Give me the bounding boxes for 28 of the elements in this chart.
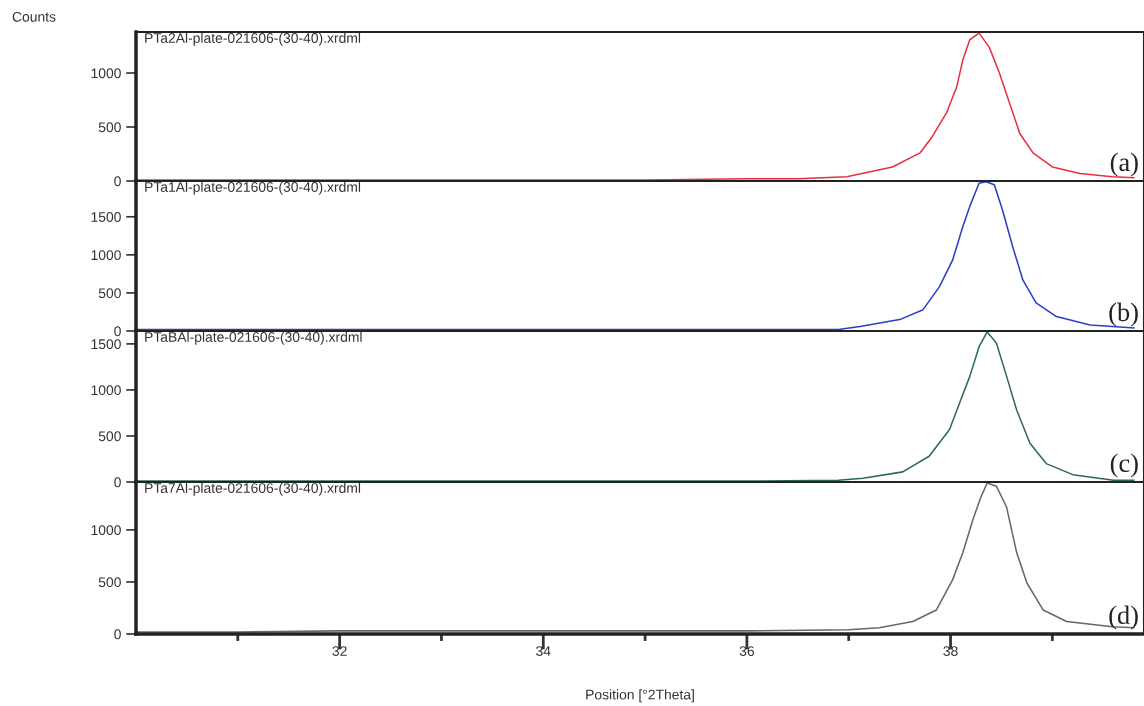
annotation: (b) bbox=[1109, 302, 1138, 327]
y-tick-label: 500 bbox=[98, 122, 121, 133]
y-tick-label: 1000 bbox=[91, 250, 121, 261]
y-tick-label: 1000 bbox=[91, 525, 121, 536]
y-axis-title: Counts bbox=[12, 11, 56, 22]
x-tick-label: 32 bbox=[332, 646, 347, 657]
annotation: PTa1Al-plate-021606-(30-40).xrdml bbox=[145, 181, 361, 195]
x-tick-label: 34 bbox=[536, 646, 551, 657]
annotation: PTa7Al-plate-021606-(30-40).xrdml bbox=[145, 482, 361, 496]
annotation: PTaBAl-plate-021606-(30-40).xrdml bbox=[145, 331, 362, 345]
y-tick-label: 0 bbox=[114, 326, 121, 337]
x-axis-title: Position [°2Theta] bbox=[586, 689, 694, 703]
y-tick-label: 1500 bbox=[91, 339, 121, 350]
y-tick-label: 1500 bbox=[91, 212, 121, 222]
y-tick-label: 500 bbox=[98, 288, 121, 299]
y-tick-label: 500 bbox=[98, 431, 121, 442]
annotation: (d) bbox=[1109, 605, 1138, 630]
y-tick-label: 1000 bbox=[91, 385, 121, 396]
annotation: (a) bbox=[1110, 152, 1138, 177]
y-tick-label: 0 bbox=[114, 176, 121, 187]
y-tick-label: 0 bbox=[114, 477, 121, 488]
x-tick-label: 38 bbox=[943, 646, 958, 657]
y-tick-label: 0 bbox=[114, 629, 121, 640]
y-tick-label: 500 bbox=[98, 577, 121, 588]
annotation: PTa2Al-plate-021606-(30-40).xrdml bbox=[145, 32, 361, 46]
x-tick-label: 36 bbox=[739, 646, 755, 657]
y-tick-label: 1000 bbox=[91, 68, 121, 79]
annotation: (c) bbox=[1110, 453, 1138, 478]
